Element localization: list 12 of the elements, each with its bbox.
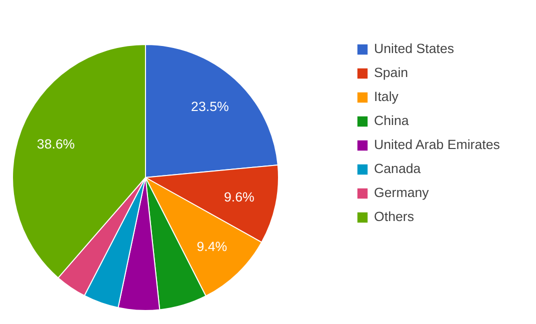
- legend-label: Spain: [374, 65, 408, 80]
- legend-label: Others: [374, 209, 414, 224]
- data-label: 23.5%: [191, 99, 229, 114]
- data-label: 9.4%: [196, 238, 228, 254]
- legend-label: United Arab Emirates: [374, 137, 500, 152]
- legend-label: China: [374, 113, 409, 128]
- data-label: 38.6%: [36, 136, 75, 152]
- legend-label: United States: [374, 41, 454, 56]
- legend-label: Germany: [374, 185, 429, 200]
- data-label: 9.6%: [224, 190, 255, 205]
- legend-label: Italy: [374, 89, 398, 104]
- legend-label: Canada: [374, 161, 421, 176]
